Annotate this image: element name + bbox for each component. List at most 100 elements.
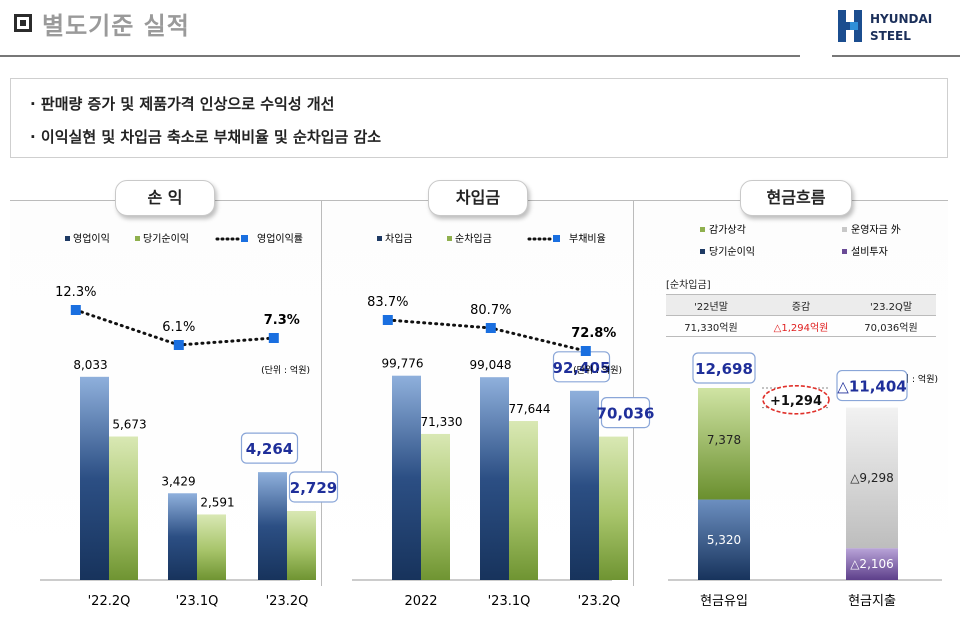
category-label-0: '22.2Q	[88, 594, 131, 609]
data-label-순차입금-1: 77,644	[509, 402, 551, 416]
logo-line1: HYUNDAI	[870, 12, 932, 26]
ratio-label-0: 83.7%	[367, 295, 408, 310]
panel-title-profit: 손 익	[115, 180, 215, 216]
legend-swatch-영업이익	[65, 236, 70, 241]
total-label-inflow: 12,698	[695, 360, 753, 378]
total-label-outflow-box	[836, 369, 908, 402]
data-label-영업이익-0: 8,033	[73, 358, 107, 372]
legend-marker	[553, 235, 560, 242]
bar-당기순이익-1	[197, 514, 226, 580]
ratio-marker-1	[485, 323, 496, 333]
legend-swatch-당기순이익	[135, 236, 140, 241]
summary-box	[10, 78, 948, 158]
segment-label-outflow-0: △2,106	[850, 557, 894, 571]
bar-차입금-1	[480, 377, 509, 580]
bar-순차입금-0	[421, 433, 450, 580]
bar-outflow-설비투자	[846, 548, 898, 580]
bar-inflow-당기순이익	[698, 499, 750, 580]
table-row: 71,330억원 △1,294억원 70,036억원	[666, 315, 936, 337]
table-cell: △1,294억원	[756, 315, 846, 337]
segment-label-inflow-0: 5,320	[707, 533, 741, 547]
category-label-1: '23.1Q	[176, 594, 219, 609]
legend-swatch-순차입금	[447, 236, 452, 241]
legend-swatch-차입금	[377, 236, 382, 241]
panel-title-cash: 현금흐름	[740, 180, 852, 216]
data-label-순차입금-0: 71,330	[421, 415, 463, 429]
data-label-영업이익-2: 4,264	[246, 440, 293, 458]
data-label-영업이익-1: 3,429	[161, 474, 195, 488]
logo-divider	[832, 55, 960, 57]
legend-label: 부채비율	[569, 233, 606, 245]
summary-bullet-2: · 이익실현 및 차입금 축소로 부채비율 및 순차입금 감소	[30, 128, 382, 146]
table-header-cell: '22년말	[666, 294, 756, 316]
legend-swatch-2	[700, 249, 705, 254]
diff-ellipse	[762, 384, 830, 415]
bar-차입금-2	[570, 390, 599, 580]
table-cell: 70,036억원	[846, 315, 936, 337]
ratio-marker-0	[382, 315, 393, 325]
ratio-label-2: 7.3%	[264, 313, 300, 328]
legend-label: 설비투자	[851, 246, 888, 258]
table-cell: 71,330억원	[666, 315, 756, 337]
ratio-marker-0	[70, 305, 81, 315]
net-debt-caption: [순차입금]	[666, 280, 711, 291]
category-label-1: '23.1Q	[488, 594, 531, 609]
data-label-순차입금-2-box	[600, 396, 651, 429]
unit-label: (단위 : 억원)	[573, 364, 622, 376]
data-label-차입금-0: 99,776	[382, 357, 424, 371]
bar-영업이익-0	[80, 376, 109, 580]
data-label-영업이익-2-box	[240, 432, 299, 464]
net-debt-table: '22년말 증감 '23.2Q말 71,330억원 △1,294억원 70,03…	[666, 294, 936, 337]
segment-label-inflow-1: 7,378	[707, 433, 741, 447]
legend-label: 당기순이익	[709, 246, 755, 258]
data-label-차입금-2: 92,405	[553, 359, 611, 377]
category-label-0: 2022	[404, 594, 437, 609]
table-header-cell: 증감	[756, 294, 846, 316]
segment-label-outflow-1: △9,298	[850, 471, 894, 485]
bar-영업이익-1	[168, 493, 197, 580]
page-title: 별도기준 실적	[42, 12, 190, 40]
data-label-순차입금-2: 70,036	[597, 405, 655, 423]
title-square-icon	[14, 14, 32, 32]
bar-차입금-0	[392, 375, 421, 580]
diff-label: +1,294	[770, 394, 822, 409]
bar-outflow-운영자금 外	[846, 407, 898, 549]
legend-swatch-0	[700, 227, 705, 232]
ratio-marker-2	[268, 333, 279, 343]
bar-영업이익-2	[258, 472, 287, 580]
ratio-label-2: 72.8%	[571, 326, 616, 341]
legend-label: 감가상각	[709, 224, 746, 236]
legend-label: 당기순이익	[143, 233, 189, 245]
legend-label: 순차입금	[455, 232, 492, 245]
bar-순차입금-1	[509, 421, 538, 580]
bar-당기순이익-0	[109, 436, 138, 580]
hyundai-steel-logo: HYUNDAI STEEL	[838, 10, 932, 43]
legend-swatch-3	[842, 249, 847, 254]
ratio-label-0: 12.3%	[55, 285, 96, 300]
data-label-당기순이익-0: 5,673	[112, 418, 146, 432]
table-header-row: '22년말 증감 '23.2Q말	[666, 294, 936, 316]
ratio-label-1: 80.7%	[470, 303, 511, 318]
legend-label: 운영자금 外	[851, 224, 901, 236]
legend-label: 차입금	[385, 232, 413, 245]
summary-bullet-1: · 판매량 증가 및 제품가격 인상으로 수익성 개선	[30, 95, 335, 113]
legend-label: 영업이익	[73, 232, 110, 245]
unit-label: (단위 : 억원)	[261, 364, 310, 376]
title-divider	[0, 55, 800, 57]
category-label-inflow: 현금유입	[700, 594, 748, 609]
table-header-cell: '23.2Q말	[846, 294, 936, 316]
total-label-inflow-box	[692, 352, 756, 384]
logo-line2: STEEL	[870, 29, 911, 43]
bar-당기순이익-2	[287, 510, 316, 580]
category-label-outflow: 현금지출	[848, 594, 896, 609]
total-label-outflow: △11,404	[837, 378, 906, 396]
ratio-marker-1	[173, 340, 184, 350]
data-label-당기순이익-2-box	[288, 471, 339, 503]
legend-marker	[241, 235, 248, 242]
data-label-당기순이익-1: 2,591	[200, 495, 234, 509]
ratio-marker-2	[580, 346, 591, 356]
bar-순차입금-2	[599, 436, 628, 580]
ratio-label-1: 6.1%	[162, 320, 195, 335]
data-label-차입금-1: 99,048	[470, 358, 512, 372]
